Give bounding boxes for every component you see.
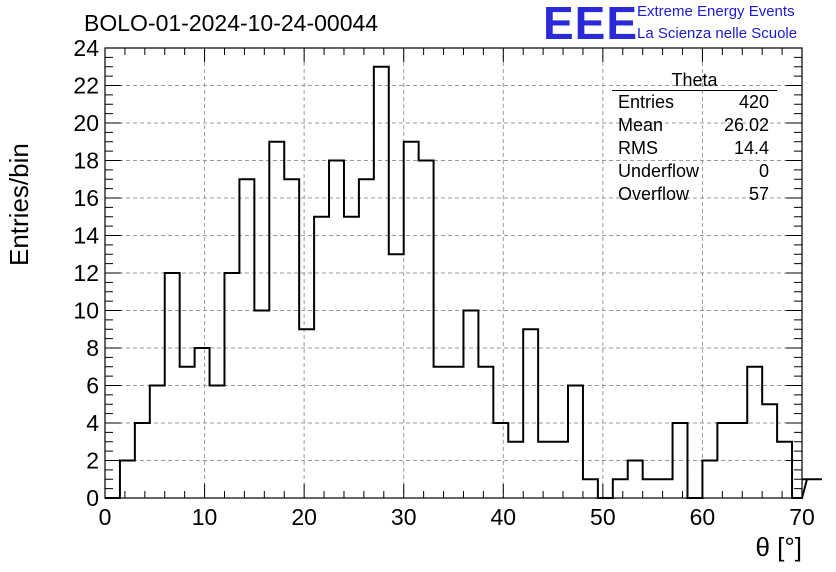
chart-title: BOLO-01-2024-10-24-00044 bbox=[84, 10, 379, 36]
stats-box: Theta Entries 420 Mean 26.02 RMS 14.4 Un… bbox=[612, 70, 777, 206]
y-tick-label: 10 bbox=[73, 298, 99, 324]
y-tick-label: 4 bbox=[86, 410, 99, 436]
stats-value: 0 bbox=[758, 161, 769, 181]
stats-value: 14.4 bbox=[733, 138, 769, 158]
stats-row-entries: Entries 420 bbox=[612, 91, 777, 114]
y-tick-label: 2 bbox=[86, 448, 99, 474]
y-tick-label: 14 bbox=[73, 223, 99, 249]
x-tick-label: 60 bbox=[690, 504, 716, 530]
stats-value: 57 bbox=[748, 184, 769, 204]
logo-subtitle-1: Extreme Energy Events bbox=[637, 3, 795, 20]
x-tick-label: 20 bbox=[291, 504, 317, 530]
x-tick-label: 30 bbox=[391, 504, 417, 530]
x-tick-label: 40 bbox=[490, 504, 516, 530]
stats-row-rms: RMS 14.4 bbox=[612, 137, 777, 160]
stats-label: Entries bbox=[618, 92, 675, 112]
x-tick-label: 10 bbox=[192, 504, 218, 530]
stats-row-overflow: Overflow 57 bbox=[612, 183, 777, 206]
stats-label: RMS bbox=[618, 138, 658, 158]
stats-value: 26.02 bbox=[723, 115, 769, 135]
stats-label: Underflow bbox=[618, 161, 700, 181]
y-tick-label: 24 bbox=[73, 35, 99, 61]
x-axis-label: θ [°] bbox=[755, 532, 802, 562]
y-axis-label: Entries/bin bbox=[4, 143, 34, 266]
y-tick-label: 22 bbox=[73, 73, 99, 99]
stats-value: 420 bbox=[738, 92, 769, 112]
y-tick-label: 18 bbox=[73, 148, 99, 174]
y-tick-label: 0 bbox=[86, 485, 99, 511]
x-tick-label: 50 bbox=[590, 504, 616, 530]
y-tick-label: 6 bbox=[86, 373, 99, 399]
axis-ticks bbox=[104, 47, 803, 499]
stats-label: Mean bbox=[618, 115, 664, 135]
stats-row-underflow: Underflow 0 bbox=[612, 160, 777, 183]
y-tick-label: 16 bbox=[73, 185, 99, 211]
stats-title: Theta bbox=[612, 70, 777, 91]
y-tick-label: 8 bbox=[86, 335, 99, 361]
eee-logo: EEE bbox=[543, 0, 639, 49]
y-tick-label: 12 bbox=[73, 260, 99, 286]
histogram-step-line bbox=[105, 65, 822, 499]
plot-frame bbox=[104, 47, 803, 499]
x-tick-label: 70 bbox=[789, 504, 815, 530]
stats-label: Overflow bbox=[618, 184, 690, 204]
logo-subtitle-2: La Scienza nelle Scuole bbox=[637, 25, 798, 42]
stats-row-mean: Mean 26.02 bbox=[612, 114, 777, 137]
y-tick-label: 20 bbox=[73, 110, 99, 136]
x-tick-label: 0 bbox=[99, 504, 112, 530]
